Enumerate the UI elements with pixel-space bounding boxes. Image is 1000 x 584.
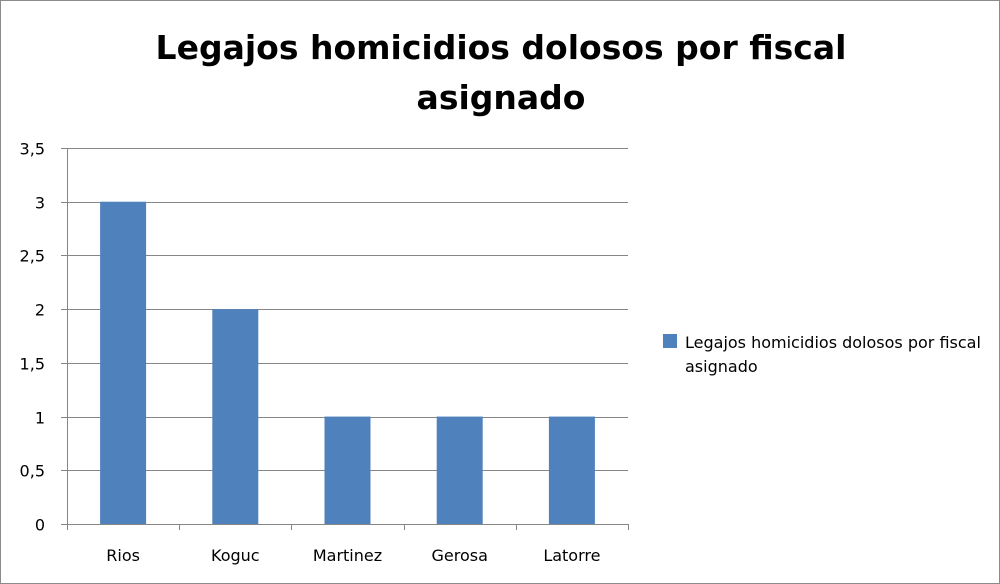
y-tick-label: 3 (35, 194, 45, 213)
x-tick-label: Koguc (211, 546, 260, 565)
bar-martinez (324, 416, 371, 524)
bar-latorre (548, 416, 595, 524)
y-tick-label: 0,5 (20, 462, 45, 481)
bar-rios (100, 201, 147, 524)
y-tick-label: 3,5 (20, 140, 45, 159)
legend-swatch (663, 334, 677, 348)
x-tick-label: Rios (106, 546, 140, 565)
chart-title: Legajos homicidios dolosos por fiscal as… (155, 28, 847, 117)
x-tick-label: Gerosa (431, 546, 487, 565)
bar-koguc (212, 309, 259, 524)
legend-entry: Legajos homicidios dolosos por fiscal as… (685, 333, 981, 376)
y-tick-label: 0 (35, 516, 45, 535)
y-tick-label: 2,5 (20, 247, 45, 266)
y-tick-label: 1,5 (20, 355, 45, 374)
y-tick-label: 2 (35, 301, 45, 320)
y-tick-label: 1 (35, 409, 45, 428)
bar-gerosa (436, 416, 483, 524)
x-tick-label: Martinez (313, 546, 382, 565)
x-tick-label: Latorre (543, 546, 600, 565)
